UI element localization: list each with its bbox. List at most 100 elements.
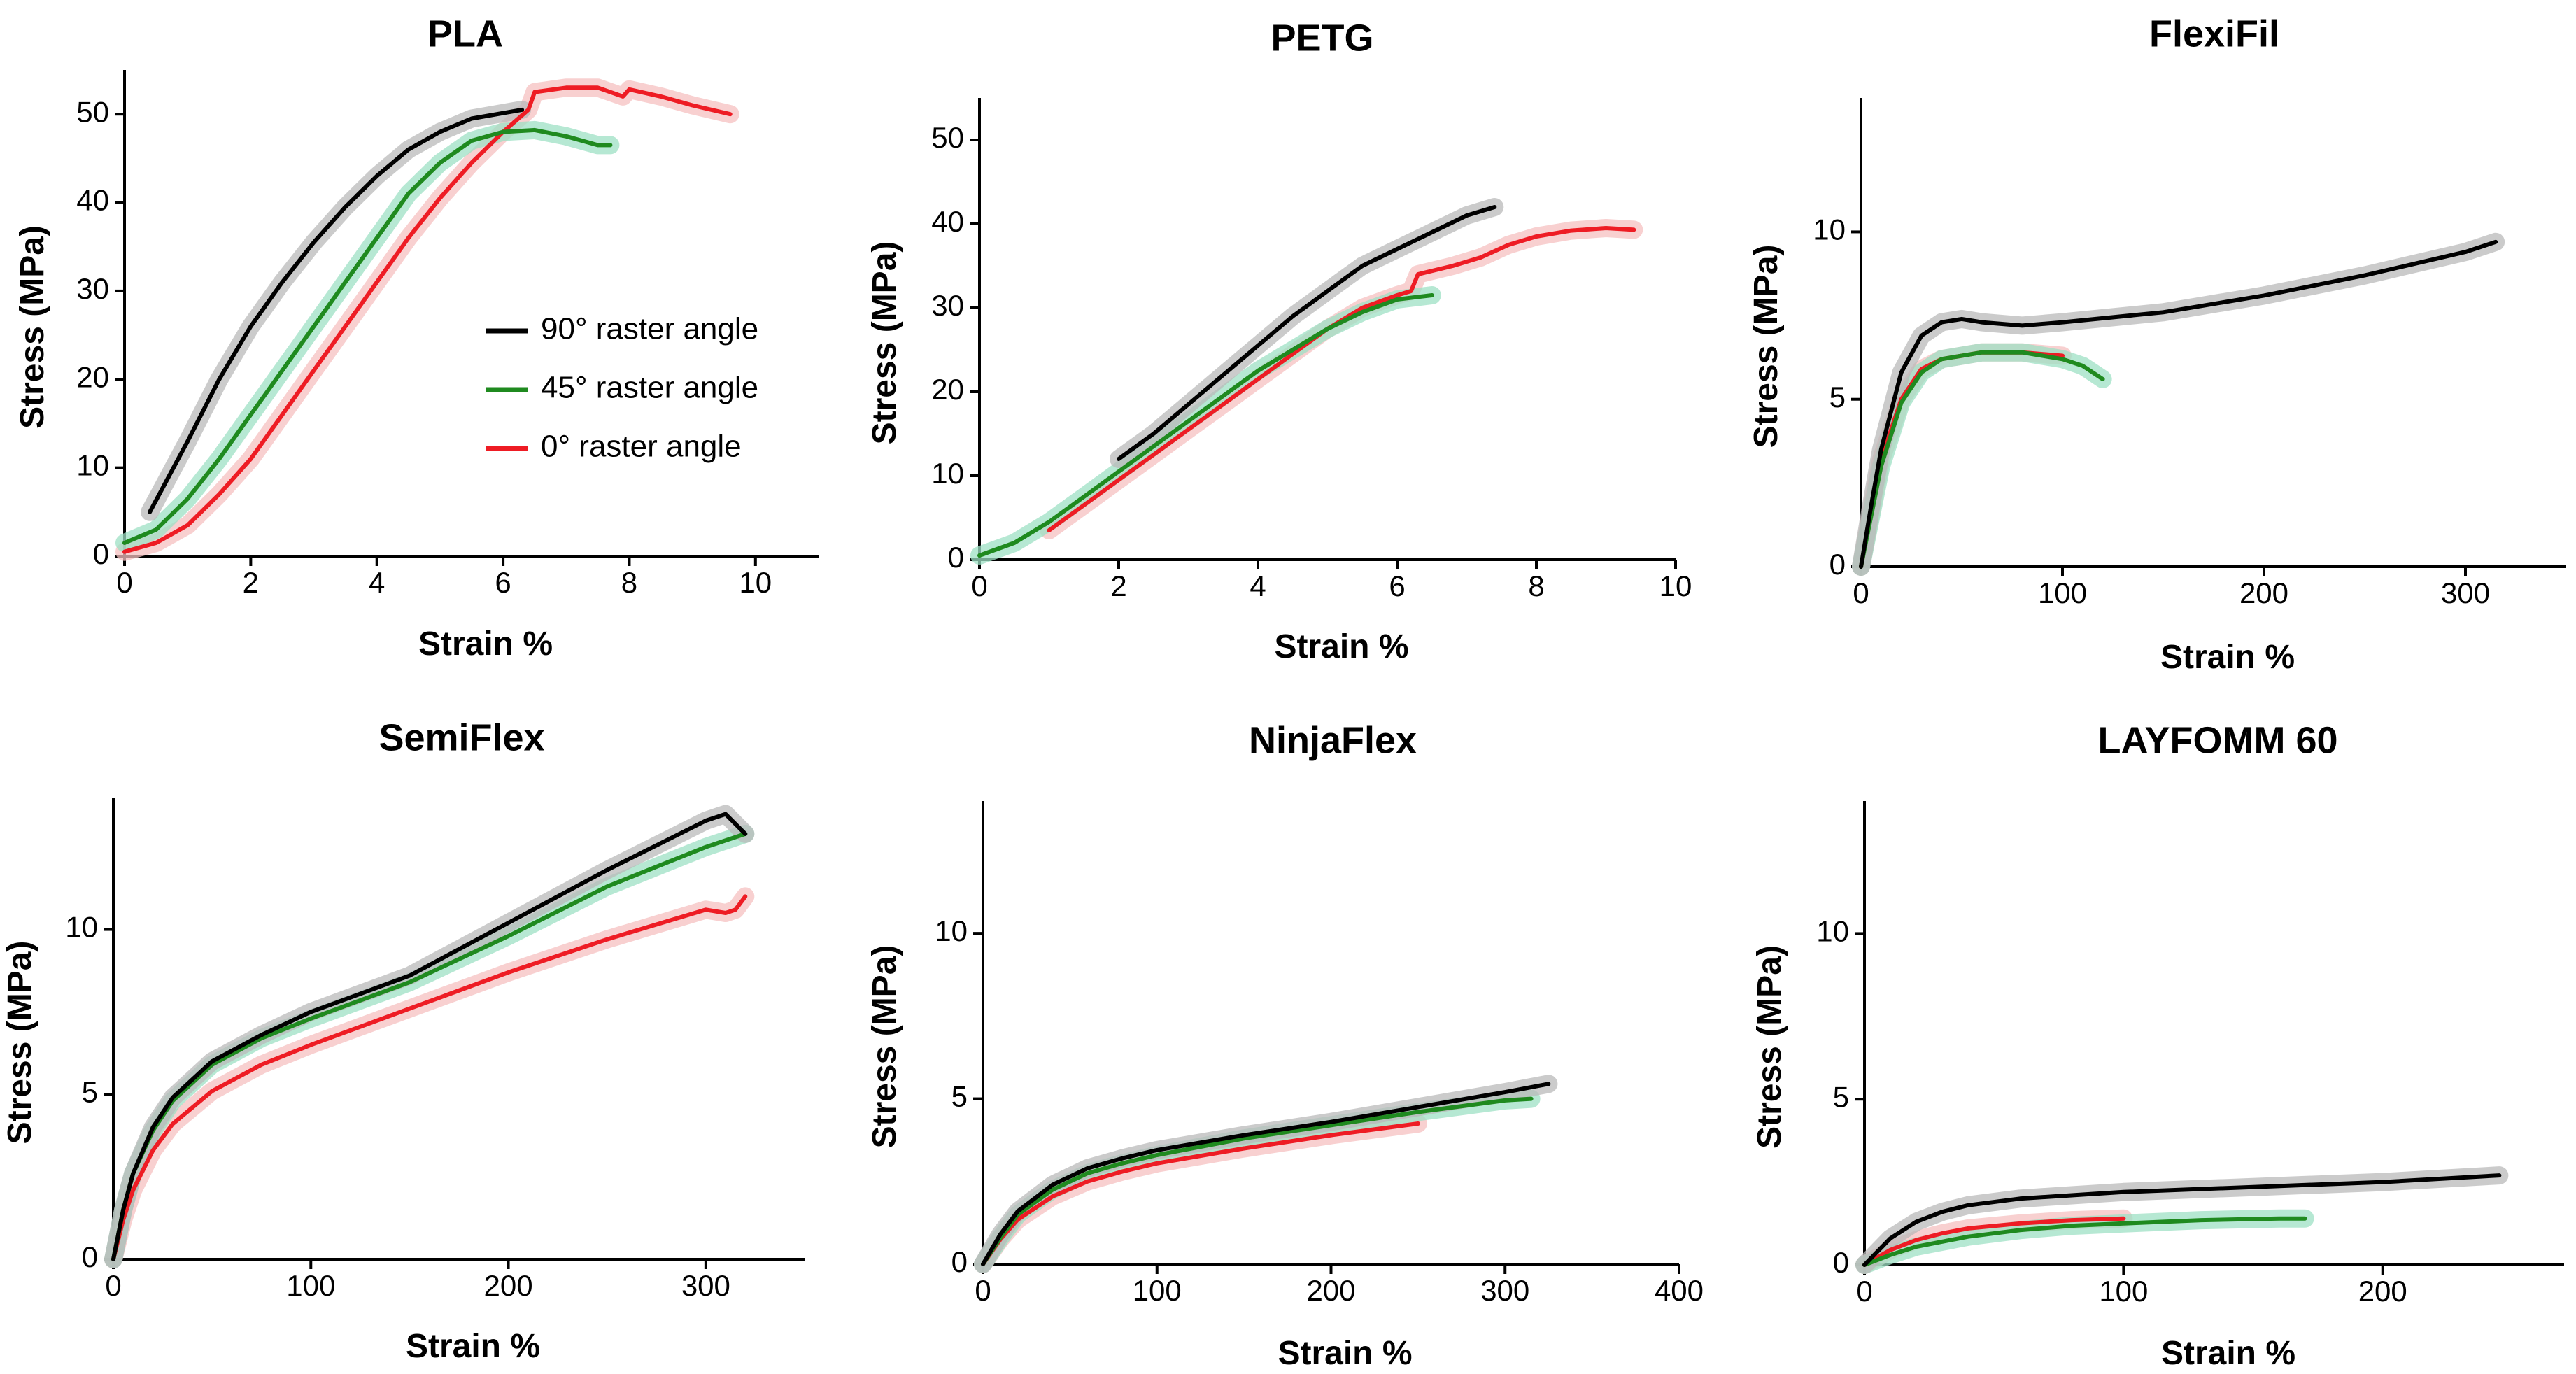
x-tick-label-pla: 8 xyxy=(621,566,637,599)
y-tick-label-ninjaflex: 0 xyxy=(951,1245,968,1278)
x-tick-label-layfomm-60: 100 xyxy=(2099,1275,2148,1308)
y-tick-label-pla: 50 xyxy=(76,95,109,128)
y-tick-label-pla: 40 xyxy=(76,184,109,217)
x-tick-label-ninjaflex: 200 xyxy=(1306,1274,1355,1307)
y-axis-label-semiflex: Stress (MPa) xyxy=(1,941,38,1145)
panel-pla: PLA 0 2 4 6 8 10 0 10 20 30 40 50 Strain % Stress (MPa… xyxy=(14,13,819,663)
x-tick-label-petg: 4 xyxy=(1250,569,1266,602)
chart-title-pla: PLA xyxy=(427,13,503,55)
x-tick-label-petg: 8 xyxy=(1528,569,1544,602)
x-tick-label-ninjaflex: 100 xyxy=(1133,1274,1182,1307)
series-line-90-raster-angle-flexifil xyxy=(1859,239,2498,569)
x-tick-label-pla: 0 xyxy=(116,566,132,599)
x-axis-label-layfomm-60: Strain % xyxy=(2161,1335,2295,1372)
y-tick-label-semiflex: 10 xyxy=(65,911,98,944)
y-tick-label-layfomm-60: 5 xyxy=(1833,1080,1849,1113)
x-tick-label-semiflex: 300 xyxy=(681,1269,730,1302)
y-tick-label-petg: 50 xyxy=(931,121,964,154)
y-tick-label-flexifil: 5 xyxy=(1830,381,1846,413)
series-line-45-raster-angle-layfomm-60 xyxy=(1862,1216,2307,1267)
y-tick-label-ninjaflex: 10 xyxy=(935,914,968,947)
series-line-45-raster-angle-semiflex xyxy=(111,831,748,1261)
x-tick-label-petg: 2 xyxy=(1110,569,1126,602)
x-tick-label-layfomm-60: 0 xyxy=(1856,1275,1872,1308)
series-line-90-raster-angle-pla xyxy=(148,107,525,514)
x-tick-label-semiflex: 0 xyxy=(105,1269,121,1302)
x-tick-label-layfomm-60: 200 xyxy=(2358,1275,2407,1308)
y-tick-label-semiflex: 5 xyxy=(82,1075,98,1108)
x-tick-label-pla: 4 xyxy=(369,566,385,599)
x-axis-label-petg: Strain % xyxy=(1274,628,1408,665)
y-tick-label-flexifil: 10 xyxy=(1813,213,1846,246)
x-axis-label-flexifil: Strain % xyxy=(2160,639,2295,676)
y-tick-label-petg: 30 xyxy=(931,289,964,322)
chart-title-ninjaflex: NinjaFlex xyxy=(1249,719,1417,761)
x-tick-label-ninjaflex: 0 xyxy=(975,1274,991,1307)
x-tick-label-semiflex: 100 xyxy=(286,1269,335,1302)
x-tick-label-flexifil: 0 xyxy=(1853,576,1869,609)
y-tick-label-pla: 20 xyxy=(76,360,109,393)
chart-title-petg: PETG xyxy=(1271,17,1373,59)
legend-label-0-raster-angle: 0° raster angle xyxy=(541,430,742,464)
y-tick-label-layfomm-60: 0 xyxy=(1833,1246,1849,1279)
x-tick-label-pla: 6 xyxy=(495,566,511,599)
series-line-0-raster-angle-petg xyxy=(1047,226,1636,532)
x-tick-label-flexifil: 100 xyxy=(2038,576,2087,609)
panel-ninjaflex: NinjaFlex 0 100 200 300 400 0 5 10 Strain % Stress… xyxy=(866,719,1704,1372)
chart-title-flexifil: FlexiFil xyxy=(2149,13,2279,55)
x-tick-label-pla: 10 xyxy=(739,566,772,599)
series-line-45-raster-angle-flexifil xyxy=(1859,350,2105,569)
x-axis-label-pla: Strain % xyxy=(418,625,553,663)
panel-layfomm-60: LAYFOMM 60 0 100 200 0 5 10 Strain % Stress (MPa… xyxy=(1751,719,2564,1372)
series-line-90-raster-angle-semiflex xyxy=(111,812,748,1261)
x-tick-label-ninjaflex: 300 xyxy=(1480,1274,1529,1307)
x-axis-label-semiflex: Strain % xyxy=(406,1328,540,1365)
legend-label-90-raster-angle: 90° raster angle xyxy=(541,312,758,346)
y-axis-label-ninjaflex: Stress (MPa) xyxy=(866,945,903,1149)
y-tick-label-petg: 40 xyxy=(931,205,964,238)
panel-flexifil: FlexiFil 0 100 200 300 0 5 10 Strain % Stress (MP… xyxy=(1748,13,2566,676)
legend-label-45-raster-angle: 45° raster angle xyxy=(541,371,758,405)
panel-petg: PETG 0 2 4 6 8 10 0 10 20 30 40 50 Strain % Stress (MP… xyxy=(866,17,1692,665)
y-tick-label-pla: 30 xyxy=(76,272,109,305)
y-tick-label-flexifil: 0 xyxy=(1830,548,1846,581)
x-tick-label-ninjaflex: 400 xyxy=(1655,1274,1704,1307)
series-line-0-raster-angle-layfomm-60 xyxy=(1862,1216,2126,1267)
y-tick-label-semiflex: 0 xyxy=(82,1240,98,1273)
y-tick-label-pla: 10 xyxy=(76,449,109,482)
series-line-90-raster-angle-ninjaflex xyxy=(981,1082,1551,1266)
y-tick-label-pla: 0 xyxy=(93,537,109,570)
y-tick-label-ninjaflex: 5 xyxy=(951,1080,968,1113)
chart-title-layfomm-60: LAYFOMM 60 xyxy=(2097,719,2337,761)
series-line-45-raster-angle-petg xyxy=(977,293,1434,558)
panel-semiflex: SemiFlex 0 100 200 300 0 5 10 Strain % Stress (MP… xyxy=(1,716,805,1365)
y-tick-label-petg: 10 xyxy=(931,457,964,490)
x-tick-label-petg: 10 xyxy=(1659,569,1692,602)
series-line-90-raster-angle-layfomm-60 xyxy=(1862,1173,2502,1267)
series-line-90-raster-angle-petg xyxy=(1117,205,1497,461)
legend: 90° raster angle 45° raster angle 0° raste… xyxy=(486,312,758,464)
x-tick-label-flexifil: 300 xyxy=(2441,576,2490,609)
x-axis-label-ninjaflex: Strain % xyxy=(1278,1335,1412,1372)
series-line-0-raster-angle-pla xyxy=(122,85,733,554)
y-tick-label-petg: 20 xyxy=(931,373,964,406)
series-band-90-raster-angle-flexifil xyxy=(1852,232,2505,576)
y-axis-label-layfomm-60: Stress (MPa) xyxy=(1751,945,1788,1149)
x-tick-label-semiflex: 200 xyxy=(484,1269,533,1302)
y-tick-label-petg: 0 xyxy=(948,541,964,574)
x-tick-label-petg: 0 xyxy=(971,569,987,602)
series-band-90-raster-angle-semiflex xyxy=(104,805,755,1268)
y-axis-label-flexifil: Stress (MPa) xyxy=(1748,245,1785,448)
series-band-45-raster-angle-semiflex xyxy=(104,824,755,1268)
y-axis-label-petg: Stress (MPa) xyxy=(866,241,903,445)
chart-title-semiflex: SemiFlex xyxy=(378,716,544,758)
series-line-45-raster-angle-ninjaflex xyxy=(981,1096,1534,1266)
x-tick-label-flexifil: 200 xyxy=(2239,576,2288,609)
series-line-0-raster-angle-semiflex xyxy=(111,894,748,1261)
x-tick-label-pla: 2 xyxy=(243,566,259,599)
series-line-45-raster-angle-pla xyxy=(122,127,613,545)
y-tick-label-layfomm-60: 10 xyxy=(1816,915,1849,948)
x-tick-label-petg: 6 xyxy=(1389,569,1405,602)
